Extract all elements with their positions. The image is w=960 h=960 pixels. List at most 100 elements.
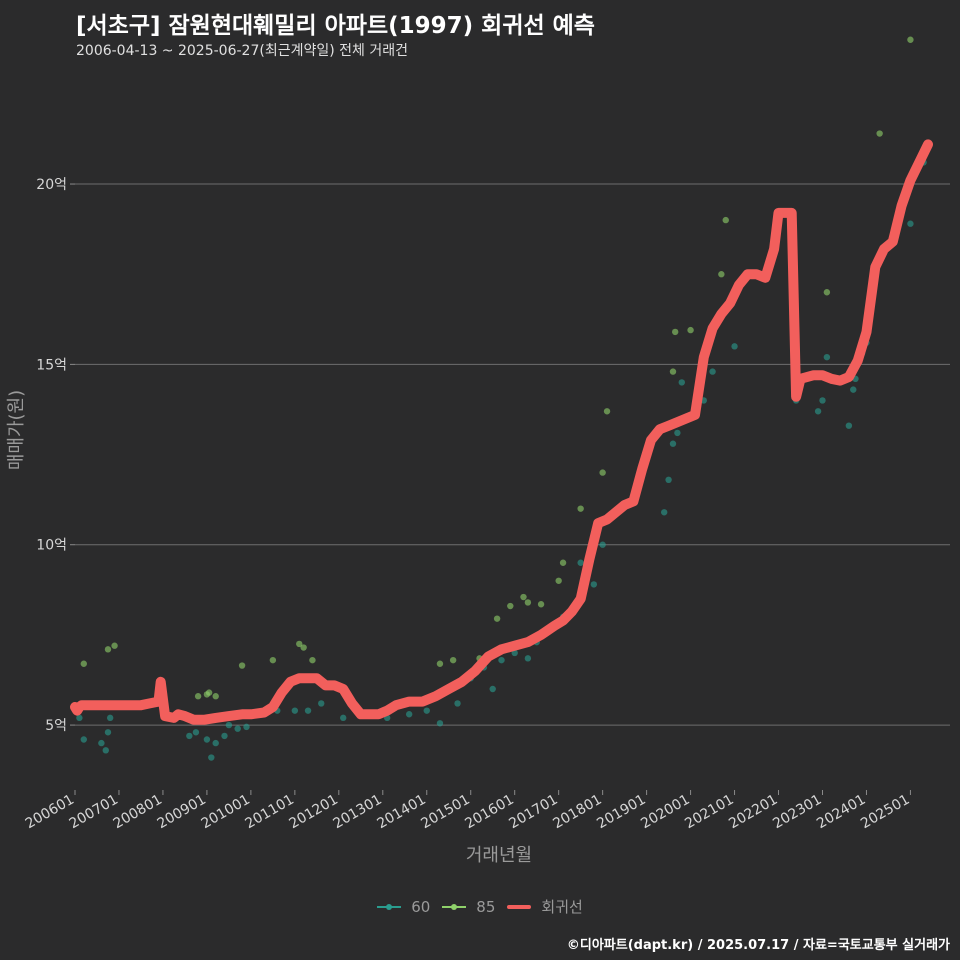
point-60 (104, 729, 112, 736)
point-85 (722, 216, 729, 224)
x-tick-label: 202501 (858, 792, 912, 833)
x-axis-label: 거래년월 (466, 845, 532, 866)
legend-item-60[interactable]: 60 (377, 898, 430, 916)
chart-title: [서초구] 잠원현대훼밀리 아파트(1997) 회귀선 예측 (76, 13, 595, 39)
legend-key-85 (442, 898, 467, 916)
point-60 (814, 408, 822, 415)
point-85 (212, 693, 219, 700)
point-60 (318, 700, 325, 707)
point-60 (405, 711, 413, 718)
y-tick-label: 5억 (45, 718, 67, 734)
point-60 (669, 440, 677, 447)
point-60 (599, 541, 606, 548)
legend-item-85[interactable]: 85 (442, 898, 495, 916)
point-60 (291, 707, 299, 714)
x-axis-ticks: 2006012007012008012009012010012011012012… (23, 790, 912, 833)
point-85 (493, 615, 501, 622)
point-60 (436, 720, 444, 727)
x-tick-label: 200601 (23, 792, 77, 833)
x-tick-label: 200901 (155, 792, 209, 833)
point-85 (80, 660, 87, 667)
point-60 (106, 714, 114, 722)
x-tick-label: 201101 (243, 792, 297, 833)
point-60 (678, 379, 685, 386)
point-60 (665, 476, 672, 484)
point-85 (269, 656, 277, 664)
point-60 (674, 429, 681, 437)
point-85 (555, 577, 562, 584)
legend-key-regression (507, 898, 532, 916)
point-60 (489, 685, 496, 693)
x-tick-label: 202201 (726, 792, 780, 833)
point-60 (203, 736, 211, 743)
y-tick-label: 20억 (36, 177, 67, 193)
legend-key-60 (377, 898, 402, 916)
y-axis-ticks: 5억 10억 15억 20억 (36, 177, 75, 734)
legend-item-regression[interactable]: 회귀선 (507, 896, 583, 917)
point-85 (537, 601, 545, 608)
legend-label-regression: 회귀선 (541, 898, 583, 916)
point-60 (423, 707, 430, 714)
x-tick-label: 202101 (682, 792, 736, 833)
point-85 (520, 593, 527, 601)
point-60 (186, 732, 193, 740)
point-85 (238, 662, 246, 669)
point-85 (577, 505, 584, 512)
point-85 (300, 644, 307, 651)
point-85 (449, 656, 457, 664)
point-60 (243, 723, 250, 731)
chart-subtitle: 2006-04-13 ~ 2025-06-27(최근계약일) 전체 거래건 (76, 43, 408, 59)
y-tick-label: 15억 (36, 357, 67, 373)
x-tick-label: 201601 (462, 792, 516, 833)
point-85 (876, 130, 883, 137)
point-60 (823, 353, 831, 361)
x-tick-label: 201901 (594, 792, 648, 833)
x-tick-label: 202401 (814, 792, 868, 833)
legend-label-60: 60 (411, 897, 431, 916)
point-60 (524, 655, 532, 662)
point-60 (590, 581, 598, 588)
regression-line (70, 139, 933, 725)
point-85 (559, 559, 567, 566)
point-85 (603, 408, 611, 415)
point-85 (309, 656, 316, 664)
x-tick-label: 202001 (638, 792, 692, 833)
point-60 (234, 725, 241, 732)
point-85 (718, 271, 725, 278)
point-60 (845, 422, 853, 429)
x-tick-label: 201501 (418, 792, 472, 833)
point-85 (205, 689, 213, 696)
point-85 (669, 368, 677, 375)
x-tick-label: 202301 (770, 792, 824, 833)
point-85 (823, 289, 831, 296)
x-tick-label: 201401 (374, 792, 428, 833)
point-60 (498, 656, 505, 664)
legend-line-regression (507, 904, 532, 909)
point-60 (340, 714, 347, 722)
point-60 (660, 509, 668, 516)
point-60 (511, 649, 518, 657)
point-60 (208, 754, 215, 761)
point-60 (192, 729, 200, 736)
source-credit: ©디아파트(dapt.kr) / 2025.07.17 / 자료=국토교통부 실… (566, 938, 950, 953)
point-60 (225, 721, 233, 729)
gridlines (75, 183, 950, 726)
x-tick-label: 201701 (506, 792, 560, 833)
point-60 (102, 747, 109, 754)
point-85 (524, 599, 532, 606)
x-tick-label: 200801 (111, 792, 165, 833)
point-85 (111, 642, 118, 649)
point-85 (194, 693, 202, 700)
point-60 (577, 559, 584, 566)
point-60 (221, 732, 228, 740)
point-60 (98, 739, 105, 747)
point-60 (731, 343, 738, 350)
point-60 (80, 736, 87, 743)
x-tick-label: 201301 (330, 792, 384, 833)
regression-line-layer (70, 139, 933, 725)
x-tick-label: 201001 (199, 792, 253, 833)
point-85 (687, 326, 694, 334)
point-85 (436, 660, 444, 667)
y-axis-label: 매매가(원) (6, 390, 27, 470)
point-85 (671, 328, 679, 336)
